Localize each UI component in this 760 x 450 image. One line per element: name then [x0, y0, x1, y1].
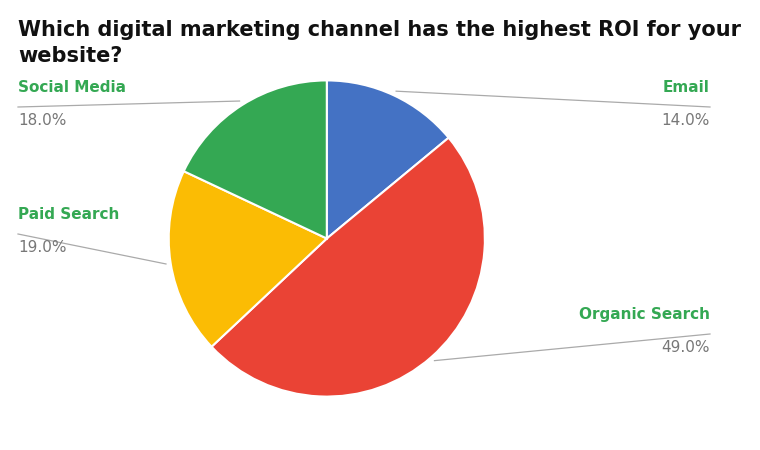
Text: 49.0%: 49.0%	[661, 340, 710, 355]
Text: 18.0%: 18.0%	[18, 113, 66, 128]
Text: Which digital marketing channel has the highest ROI for your
website?: Which digital marketing channel has the …	[18, 20, 741, 66]
Text: Social Media: Social Media	[18, 80, 126, 95]
Text: 14.0%: 14.0%	[662, 113, 710, 128]
Wedge shape	[169, 171, 327, 346]
Wedge shape	[184, 81, 327, 238]
Wedge shape	[211, 138, 485, 396]
Wedge shape	[327, 81, 448, 238]
Text: Organic Search: Organic Search	[579, 307, 710, 322]
Text: Paid Search: Paid Search	[18, 207, 119, 222]
Text: Email: Email	[663, 80, 710, 95]
Text: 19.0%: 19.0%	[18, 240, 67, 255]
